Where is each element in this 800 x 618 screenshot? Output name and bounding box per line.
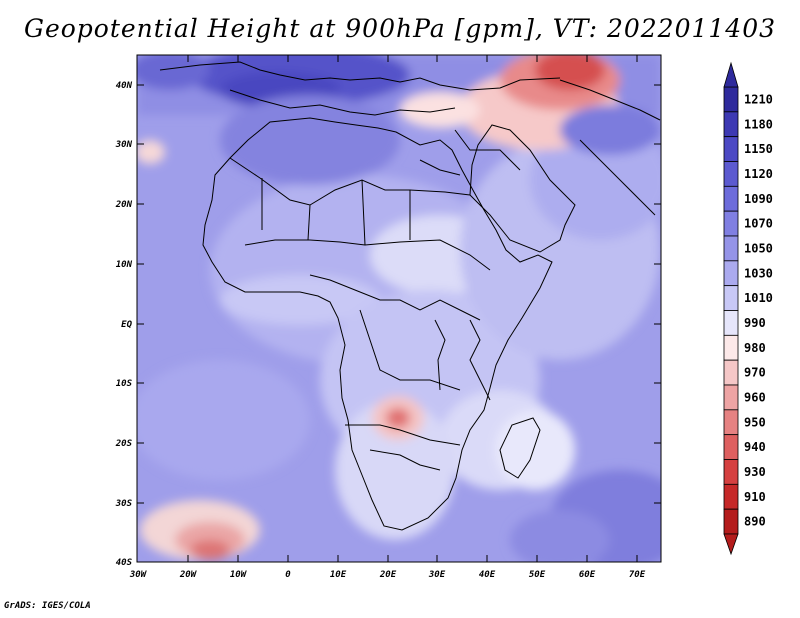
lat-label: EQ	[121, 320, 132, 330]
colorbar-label: 930	[744, 465, 766, 479]
colorbar-label: 1010	[744, 291, 773, 305]
lat-label: 30N	[115, 140, 133, 150]
lat-label: 40S	[116, 558, 133, 568]
lon-label: 40E	[479, 570, 496, 580]
colorbar-label: 1030	[744, 266, 773, 280]
colorbar-swatch	[723, 185, 739, 212]
grads-credit: GrADS: IGES/COLA	[4, 601, 91, 611]
lat-label: 20N	[115, 200, 133, 210]
colorbar-swatch	[723, 210, 739, 237]
lon-label: 60E	[579, 570, 596, 580]
lon-label: 20E	[379, 570, 397, 580]
colorbar-swatch	[723, 285, 739, 311]
colorbar-label: 950	[744, 415, 766, 429]
lat-label: 10N	[116, 260, 133, 270]
lon-label: 10E	[330, 570, 347, 580]
colorbar-swatch	[723, 483, 739, 510]
coastlines	[159, 61, 661, 531]
lat-label: 40N	[116, 81, 133, 91]
colorbar-label: 1120	[744, 167, 773, 181]
colorbar-swatch	[723, 260, 739, 287]
colorbar-label: 990	[744, 316, 766, 330]
lon-label: 0	[285, 570, 291, 580]
colorbar-label: 1180	[744, 117, 773, 131]
colorbar: 1210 1180 1150 1120 1090 1070 1050 1030 1010 990 9…	[723, 61, 773, 556]
colorbar-label: 910	[744, 490, 766, 504]
colorbar-label: 940	[744, 440, 766, 454]
height-field	[137, 55, 661, 562]
colorbar-label: 1070	[744, 217, 773, 231]
colorbar-label: 1090	[744, 192, 773, 206]
colorbar-swatch	[723, 334, 739, 361]
lon-label: 30W	[129, 570, 148, 580]
lon-label: 70E	[629, 570, 646, 580]
colorbar-top-arrow	[723, 61, 739, 88]
colorbar-swatch	[723, 86, 739, 113]
chart-title: Geopotential Height at 900hPa [gpm], VT:…	[23, 14, 777, 43]
colorbar-swatch	[723, 310, 739, 336]
colorbar-label: 1050	[744, 241, 773, 255]
colorbar-label: 1150	[744, 142, 773, 156]
colorbar-label: 1210	[744, 92, 773, 106]
colorbar-swatch	[723, 136, 739, 162]
plot-frame	[136, 54, 662, 563]
lat-label: 10S	[116, 379, 133, 389]
colorbar-swatch	[723, 409, 739, 436]
lon-label: 30E	[428, 570, 446, 580]
lat-label: 20S	[115, 439, 133, 449]
colorbar-bottom-arrow	[723, 533, 739, 556]
lat-label: 30S	[115, 499, 133, 509]
colorbar-swatch	[723, 434, 739, 460]
colorbar-swatch	[723, 508, 739, 535]
colorbar-swatch	[723, 235, 739, 262]
colorbar-swatch	[723, 459, 739, 485]
colorbar-label: 960	[744, 390, 766, 404]
colorbar-label: 980	[744, 341, 766, 355]
lat-axis	[137, 84, 661, 504]
colorbar-label: 970	[744, 366, 766, 380]
colorbar-swatch	[723, 111, 739, 138]
colorbar-swatch	[723, 359, 739, 386]
colorbar-label: 890	[744, 515, 766, 529]
map-figure: 40N 30N 20N 10N EQ 10S 20S 30S 40S 30W 2…	[115, 54, 773, 580]
colorbar-swatch	[723, 384, 739, 411]
lon-label: 20W	[179, 570, 198, 580]
lon-label: 10W	[230, 570, 248, 580]
lon-axis	[187, 55, 638, 562]
lon-label: 50E	[529, 570, 546, 580]
colorbar-swatch	[723, 161, 739, 187]
